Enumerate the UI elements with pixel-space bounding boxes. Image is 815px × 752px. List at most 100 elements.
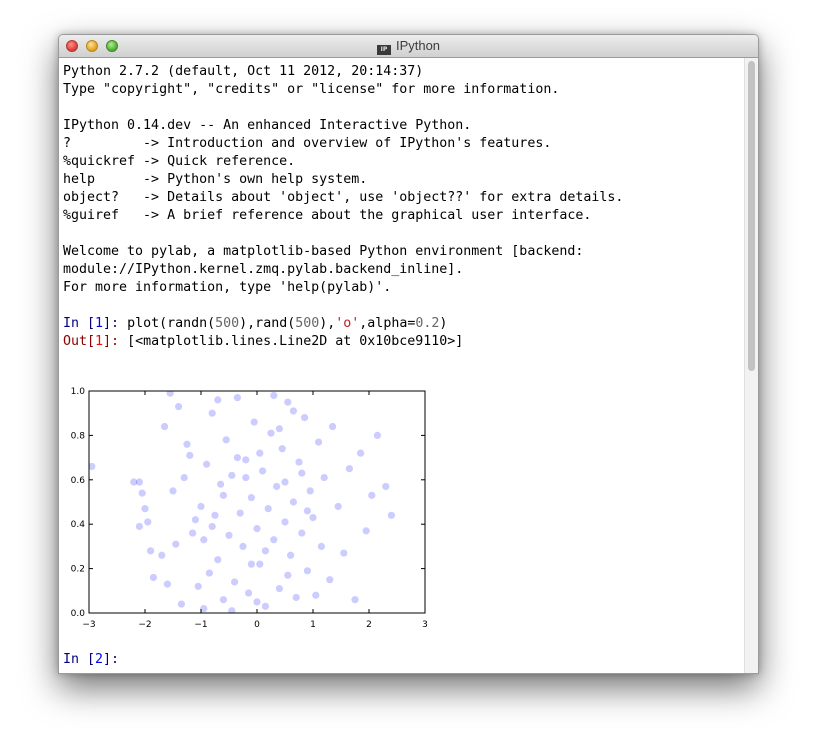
banner-line: object? -> Details about 'object', use '… xyxy=(63,190,624,205)
x-tick-label: −2 xyxy=(138,620,151,627)
y-tick-label: 0.4 xyxy=(71,520,86,530)
data-point xyxy=(147,547,155,555)
vertical-scrollbar[interactable] xyxy=(744,58,758,673)
data-point xyxy=(231,578,239,586)
data-point xyxy=(340,549,348,557)
data-point xyxy=(247,493,255,502)
minimize-button[interactable] xyxy=(86,40,98,52)
data-point xyxy=(368,491,376,499)
data-point xyxy=(135,478,143,486)
data-point xyxy=(208,522,216,531)
data-point xyxy=(289,407,297,415)
zoom-button[interactable] xyxy=(106,40,118,52)
data-point xyxy=(130,478,138,486)
console-area[interactable]: Python 2.7.2 (default, Oct 11 2012, 20:1… xyxy=(63,63,743,669)
data-point xyxy=(351,596,359,604)
window-title: IPython xyxy=(395,38,441,53)
data-point xyxy=(312,591,320,599)
y-tick-label: 0.8 xyxy=(71,431,86,441)
x-tick-label: 2 xyxy=(366,620,372,627)
data-point xyxy=(228,607,236,613)
data-point xyxy=(205,569,213,577)
banner-line: Python 2.7.2 (default, Oct 11 2012, 20:1… xyxy=(63,64,424,79)
data-point xyxy=(357,449,365,457)
data-point xyxy=(138,489,146,497)
banner-line: help -> Python's own help system. xyxy=(63,172,368,187)
blank-line xyxy=(63,297,743,315)
x-tick-label: 1 xyxy=(310,620,316,627)
data-point xyxy=(144,518,152,526)
data-point xyxy=(295,458,303,466)
scrollbar-thumb[interactable] xyxy=(748,61,755,371)
banner-line: For more information, type 'help(pylab)'… xyxy=(63,280,392,295)
data-point xyxy=(267,429,275,437)
data-point xyxy=(219,596,227,604)
data-point xyxy=(200,536,208,544)
data-point xyxy=(211,511,219,519)
data-point xyxy=(183,440,191,448)
y-tick-label: 0.2 xyxy=(71,565,85,575)
data-point xyxy=(306,487,314,495)
close-button[interactable] xyxy=(66,40,78,52)
banner-line: module://IPython.kernel.zmq.pylab.backen… xyxy=(63,262,464,277)
data-point xyxy=(214,556,222,564)
data-point xyxy=(166,391,174,397)
data-point xyxy=(317,542,325,550)
inline-plot: −3 −2 −1 0 1 2 3 0.0 0.2 0.4 0.6 0.8 1.0 xyxy=(63,385,433,630)
data-point xyxy=(219,491,227,499)
data-point xyxy=(303,507,311,515)
data-point xyxy=(247,560,255,568)
in-prompt-1: In [1]: xyxy=(63,316,128,331)
code-text: plot(randn(500),rand(500),'o',alpha=0.2) xyxy=(127,316,448,331)
data-point xyxy=(250,418,258,426)
title-bar[interactable]: IP IPython xyxy=(59,35,758,58)
out-prompt-1: Out[1]: xyxy=(63,334,128,349)
data-point xyxy=(228,471,236,479)
y-tick-label: 1.0 xyxy=(71,387,86,397)
output-text: [<matplotlib.lines.Line2D at 0x10bce9110… xyxy=(127,334,464,349)
ipython-app-icon: IP xyxy=(376,45,391,55)
data-point xyxy=(175,402,183,411)
x-tick-label: −3 xyxy=(82,620,95,627)
data-point xyxy=(278,445,286,453)
banner-line xyxy=(63,99,743,117)
data-point xyxy=(239,542,247,550)
banner-line xyxy=(63,225,743,243)
data-point xyxy=(253,598,261,606)
data-point xyxy=(194,582,202,590)
data-point xyxy=(345,465,353,473)
data-point xyxy=(273,482,281,491)
data-point xyxy=(382,482,390,491)
input-line-2[interactable]: In [2]: xyxy=(63,651,127,669)
data-point xyxy=(233,394,241,402)
data-point xyxy=(256,560,264,568)
data-point xyxy=(373,431,381,439)
data-point xyxy=(259,467,267,475)
scatter-plot: −3 −2 −1 0 1 2 3 0.0 0.2 0.4 0.6 0.8 1.0 xyxy=(71,387,428,630)
startup-banner: Python 2.7.2 (default, Oct 11 2012, 20:1… xyxy=(63,63,743,315)
data-point xyxy=(256,449,264,457)
window-title-area: IP IPython xyxy=(59,38,758,55)
data-point xyxy=(281,478,289,486)
banner-line: IPython 0.14.dev -- An enhanced Interact… xyxy=(63,118,472,133)
data-point xyxy=(303,567,311,575)
data-point xyxy=(362,527,370,535)
data-point xyxy=(141,505,149,513)
data-point xyxy=(387,511,395,519)
data-point xyxy=(245,589,253,597)
data-point xyxy=(242,473,250,482)
data-series xyxy=(89,391,395,613)
banner-line: %quickref -> Quick reference. xyxy=(63,154,296,169)
data-point xyxy=(200,604,208,613)
data-point xyxy=(289,498,297,506)
data-point xyxy=(281,518,289,526)
x-tick-label: −1 xyxy=(194,620,207,627)
data-point xyxy=(242,456,250,464)
data-point xyxy=(309,513,317,522)
data-point xyxy=(329,422,337,431)
data-point xyxy=(169,487,177,495)
data-point xyxy=(236,509,244,517)
data-point xyxy=(197,502,205,511)
banner-line: Welcome to pylab, a matplotlib-based Pyt… xyxy=(63,244,584,259)
banner-line: %guiref -> A brief reference about the g… xyxy=(63,208,592,223)
